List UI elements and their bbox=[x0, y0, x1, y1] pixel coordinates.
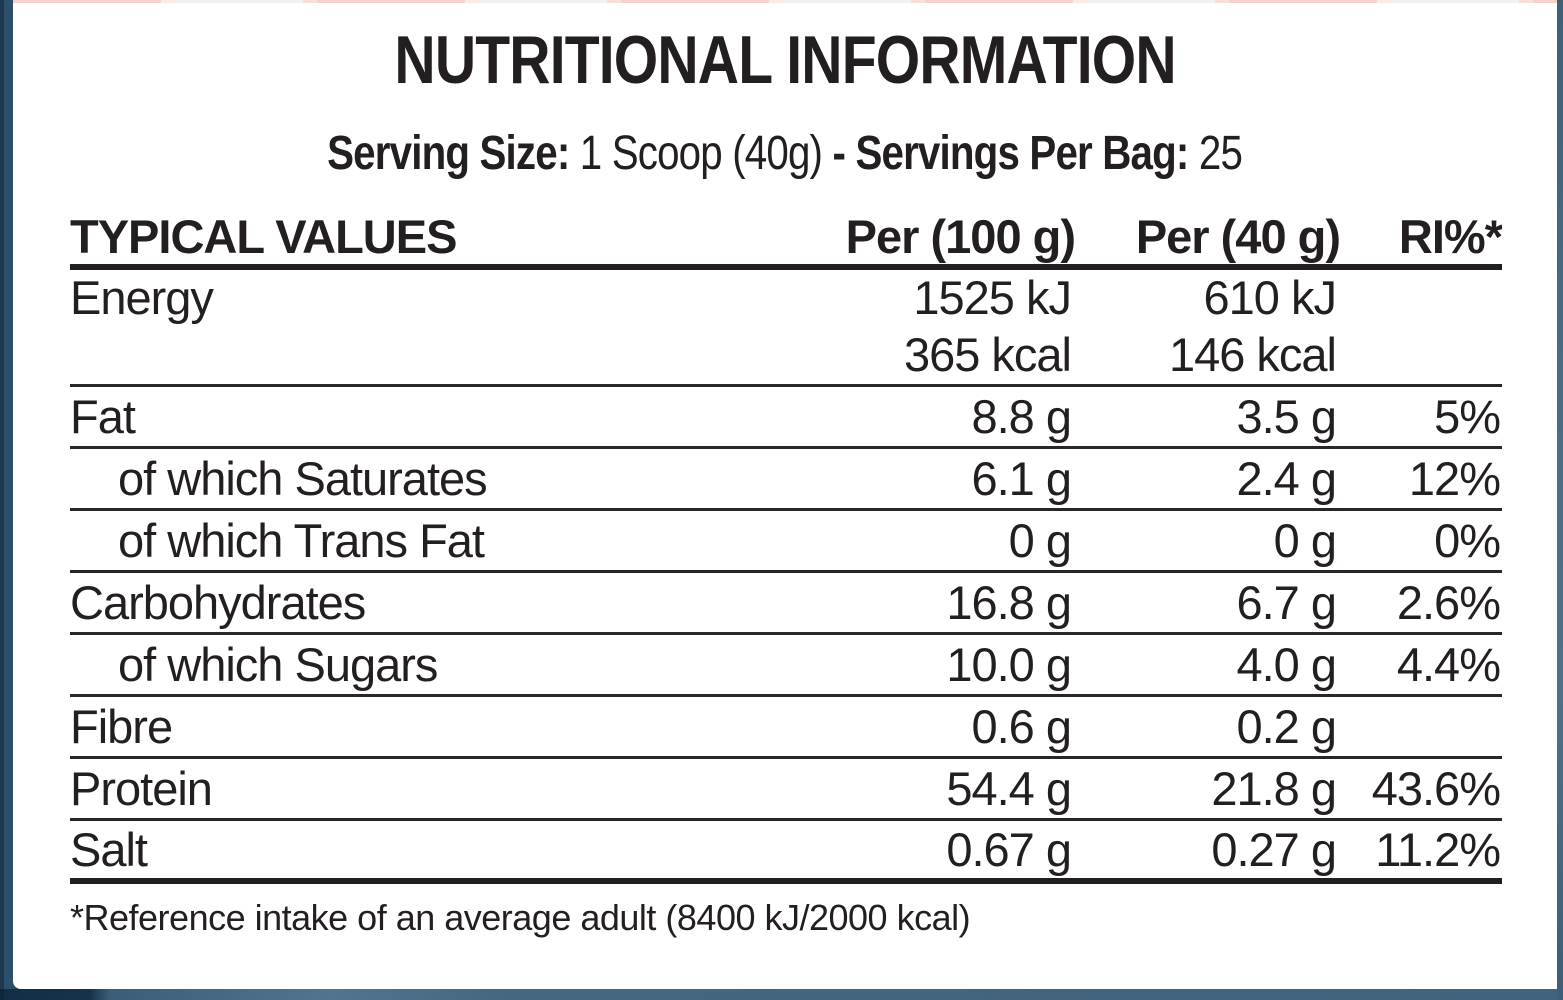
cell-per-40g: 610 kJ bbox=[1203, 271, 1337, 325]
page-title-text: NUTRITIONAL INFORMATION bbox=[394, 22, 1176, 98]
cell-nutrient-name: Salt bbox=[70, 819, 815, 885]
cell-per-40g: 0.27 g bbox=[1075, 819, 1340, 885]
serving-size-label: Serving Size: bbox=[327, 127, 581, 181]
cell-ri-percent: 5% bbox=[1340, 385, 1502, 449]
nutrition-label-card: NUTRITIONAL INFORMATION Serving Size: 1 … bbox=[13, 3, 1557, 989]
cell-nutrient-name: of which Saturates bbox=[70, 447, 815, 511]
cell-per-100g: 10.0 g bbox=[815, 633, 1075, 697]
cell-per-100g: 0 g bbox=[815, 509, 1075, 573]
column-header-typical-values: TYPICAL VALUES bbox=[70, 208, 815, 271]
nutrition-table: TYPICAL VALUES Per (100 g) Per (40 g) RI… bbox=[70, 208, 1502, 885]
serving-line: Serving Size: 1 Scoop (40g) - Servings P… bbox=[13, 130, 1557, 178]
cell-nutrient-name: of which Sugars bbox=[70, 633, 815, 697]
servings-per-bag-label: - Servings Per Bag: bbox=[832, 127, 1200, 181]
cell-ri-percent bbox=[1340, 325, 1502, 387]
cell-ri-percent: 11.2% bbox=[1340, 819, 1502, 885]
cell-ri-percent: 0% bbox=[1340, 509, 1502, 573]
cell-per-100g: 0.67 g bbox=[815, 819, 1075, 885]
row-fibre: Fibre 0.6 g 0.2 g bbox=[70, 695, 1502, 759]
cell-nutrient-name: Fat bbox=[70, 385, 815, 449]
cell-ri-percent bbox=[1340, 267, 1502, 325]
cell-per-100g: 6.1 g bbox=[815, 447, 1075, 511]
column-header-per-40g: Per (40 g) bbox=[1075, 208, 1340, 271]
cell-ri-percent: 2.6% bbox=[1340, 571, 1502, 635]
table-header-row: TYPICAL VALUES Per (100 g) Per (40 g) RI… bbox=[70, 208, 1502, 271]
cell-nutrient-name: Protein bbox=[70, 757, 815, 821]
bottom-border-strip bbox=[0, 989, 1563, 1000]
top-border-strip bbox=[13, 0, 1563, 3]
column-header-per-100g: Per (100 g) bbox=[815, 208, 1075, 271]
page-title: NUTRITIONAL INFORMATION bbox=[13, 22, 1557, 98]
right-border-strip bbox=[1557, 0, 1563, 1000]
left-border-strip bbox=[0, 0, 13, 1000]
row-salt: Salt 0.67 g 0.27 g 11.2% bbox=[70, 819, 1502, 885]
column-header-ri-percent: RI%* bbox=[1340, 208, 1502, 271]
row-energy-kcal: 365 kcal 146 kcal bbox=[70, 325, 1502, 387]
cell-ri-percent: 4.4% bbox=[1340, 633, 1502, 697]
cell-per-40g: 0.2 g bbox=[1075, 695, 1340, 759]
row-carbohydrates: Carbohydrates 16.8 g 6.7 g 2.6% bbox=[70, 571, 1502, 635]
cell-per-100g: 16.8 g bbox=[815, 571, 1075, 635]
cell-ri-percent: 12% bbox=[1340, 447, 1502, 511]
row-saturates: of which Saturates 6.1 g 2.4 g 12% bbox=[70, 447, 1502, 511]
row-fat: Fat 8.8 g 3.5 g 5% bbox=[70, 385, 1502, 449]
cell-per-100g: 0.6 g bbox=[815, 695, 1075, 759]
row-trans-fat: of which Trans Fat 0 g 0 g 0% bbox=[70, 509, 1502, 573]
cell-per-100g: 1525 kJ bbox=[913, 271, 1072, 325]
row-protein: Protein 54.4 g 21.8 g 43.6% bbox=[70, 757, 1502, 821]
cell-per-40g: 21.8 g bbox=[1075, 757, 1340, 821]
cell-nutrient-name: Energy bbox=[70, 271, 214, 325]
cell-nutrient-name: Fibre bbox=[70, 695, 815, 759]
cell-per-40g: 6.7 g bbox=[1075, 571, 1340, 635]
servings-per-bag-value: 25 bbox=[1199, 127, 1243, 181]
cell-per-100g: 54.4 g bbox=[815, 757, 1075, 821]
cell-per-40g: 146 kcal bbox=[1075, 325, 1340, 387]
cell-per-100g: 8.8 g bbox=[815, 385, 1075, 449]
cell-per-100g: 365 kcal bbox=[815, 325, 1075, 387]
cell-nutrient-name: Carbohydrates bbox=[70, 571, 815, 635]
cell-per-40g: 4.0 g bbox=[1075, 633, 1340, 697]
serving-size-value: 1 Scoop (40g) bbox=[580, 127, 833, 181]
cell-per-40g: 2.4 g bbox=[1075, 447, 1340, 511]
cell-nutrient-name: of which Trans Fat bbox=[70, 509, 815, 573]
cell-per-40g: 3.5 g bbox=[1075, 385, 1340, 449]
cell-ri-percent bbox=[1340, 695, 1502, 759]
cell-nutrient-name bbox=[70, 325, 815, 387]
reference-intake-footnote: *Reference intake of an average adult (8… bbox=[70, 897, 971, 939]
cell-per-40g: 0 g bbox=[1075, 509, 1340, 573]
row-energy-kj: Energy 1525 kJ 610 kJ bbox=[70, 267, 1502, 325]
cell-ri-percent: 43.6% bbox=[1340, 757, 1502, 821]
row-sugars: of which Sugars 10.0 g 4.0 g 4.4% bbox=[70, 633, 1502, 697]
